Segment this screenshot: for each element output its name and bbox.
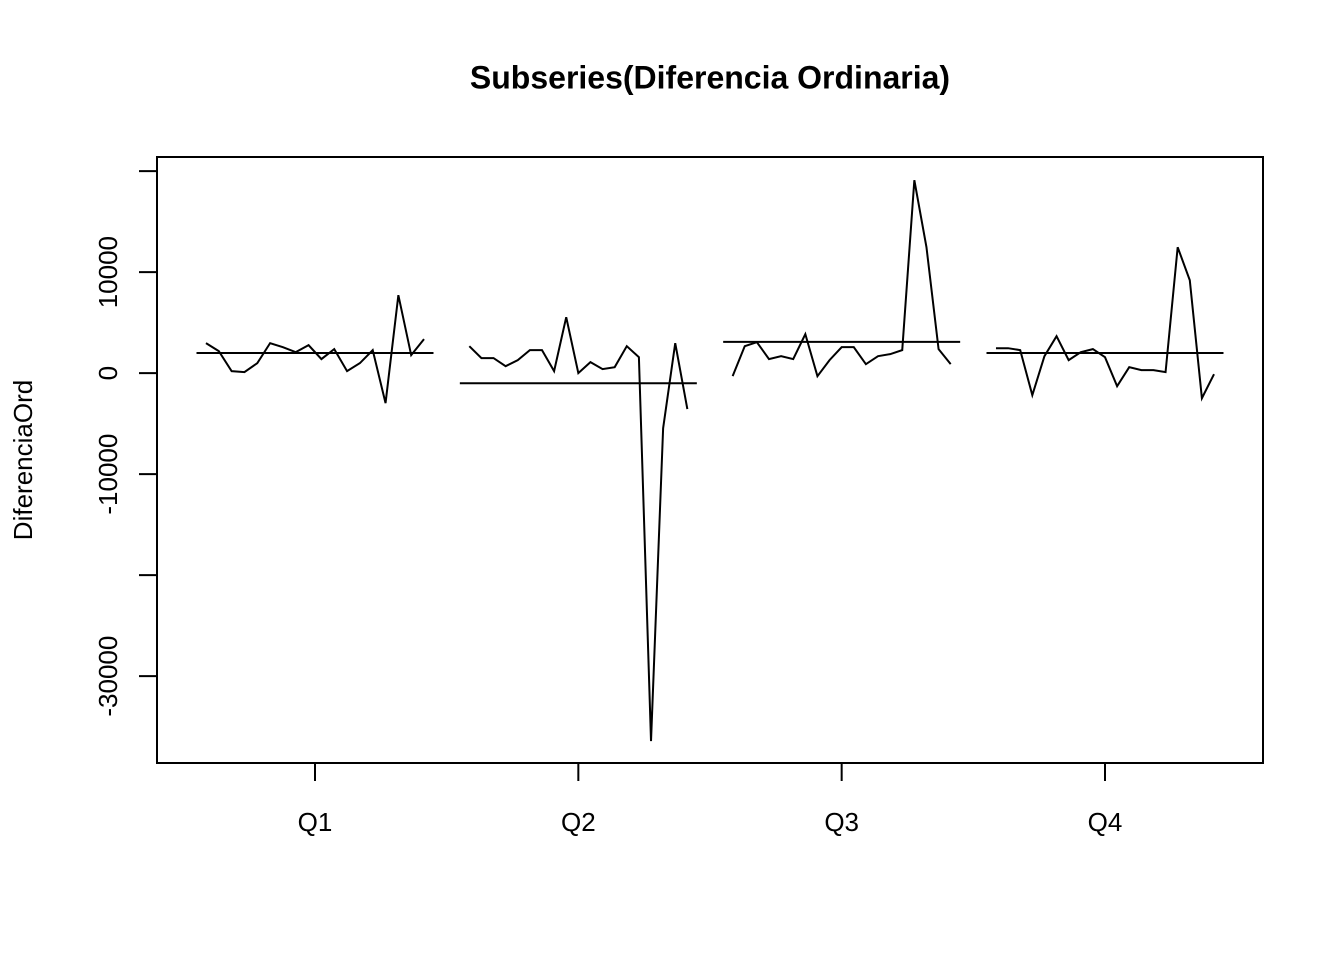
plot-box [156, 156, 1264, 764]
x-tick-label: Q2 [561, 807, 596, 837]
subseries-line [731, 180, 952, 379]
y-tick-label: 0 [93, 366, 123, 380]
chart-title: Subseries(Diferencia Ordinaria) [470, 59, 950, 95]
subseries-line [468, 316, 689, 742]
y-tick-label: 10000 [93, 236, 123, 308]
y-axis-label: DiferenciaOrd [8, 380, 38, 540]
y-tick-label: -30000 [93, 636, 123, 717]
x-tick-label: Q1 [298, 807, 333, 837]
x-tick-label: Q4 [1088, 807, 1123, 837]
x-tick-label: Q3 [824, 807, 859, 837]
subseries-line [995, 246, 1215, 402]
y-tick-label: -10000 [93, 434, 123, 515]
